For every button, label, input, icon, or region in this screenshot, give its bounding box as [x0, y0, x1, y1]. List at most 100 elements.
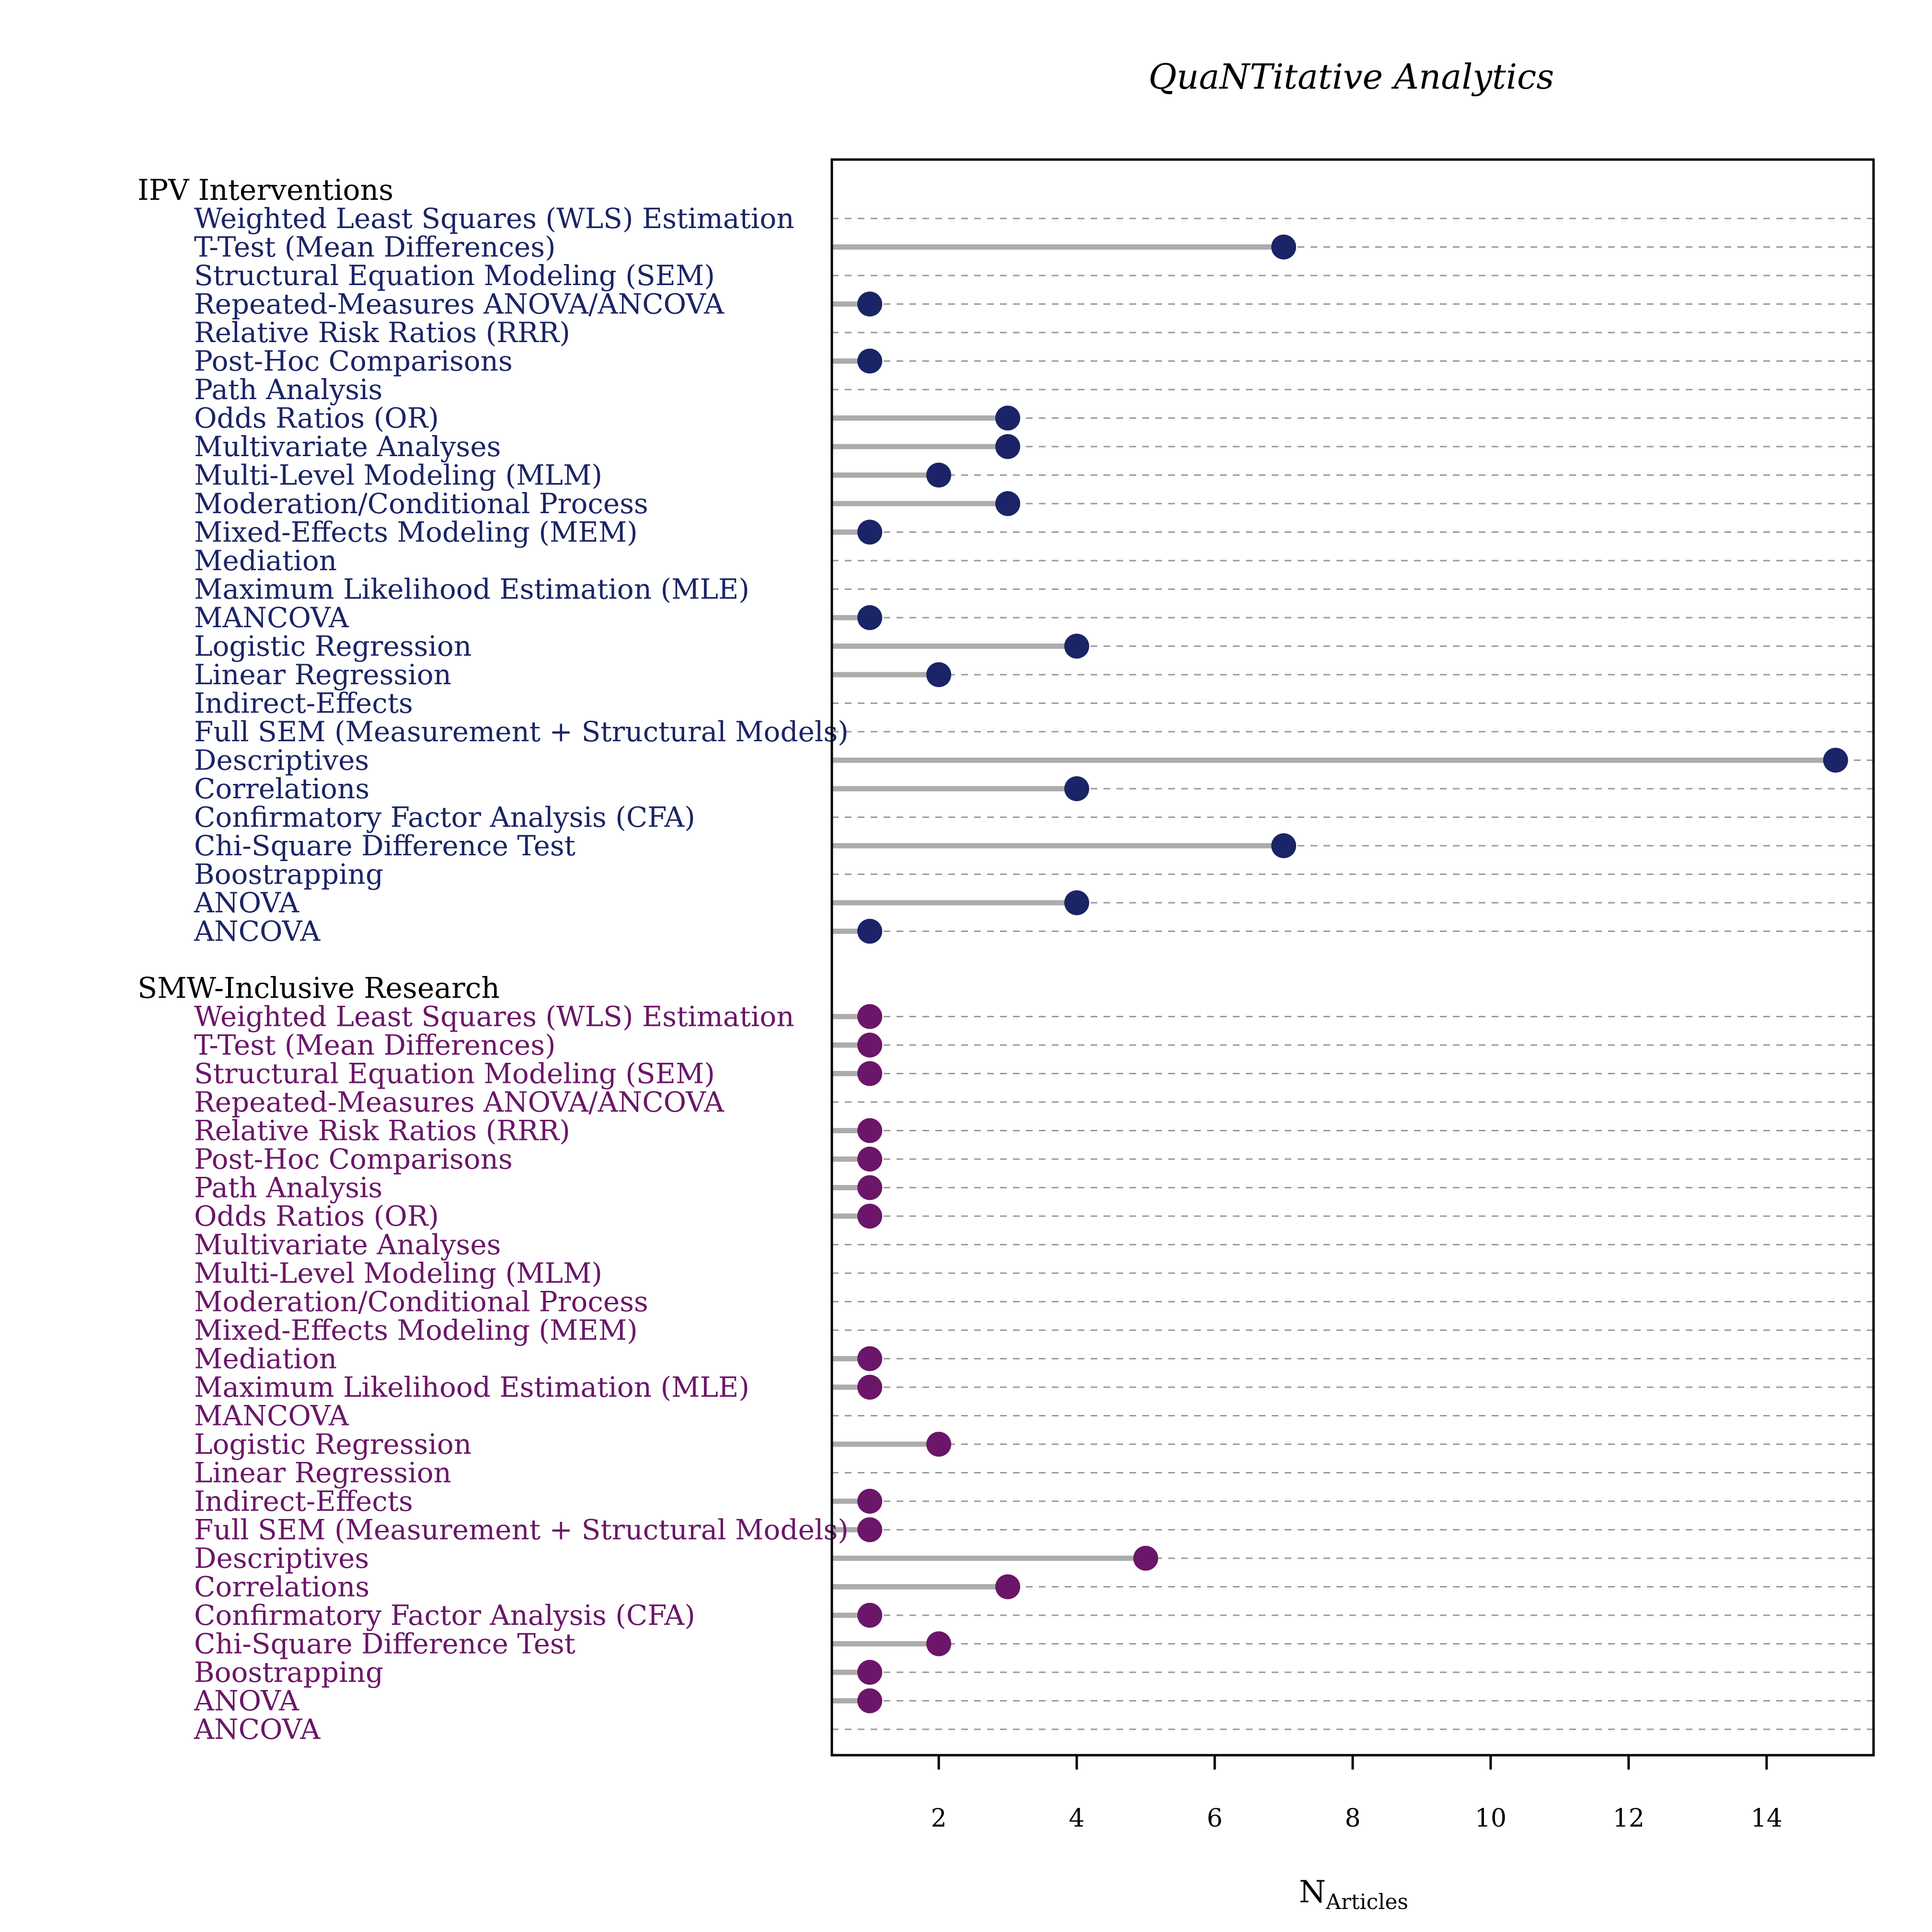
data-point: [857, 605, 883, 630]
x-tick-label: 4: [1069, 1804, 1085, 1833]
data-point: [857, 1061, 883, 1086]
row-label: Multi-Level Modeling (MLM): [194, 459, 602, 492]
row-label: Moderation/Conditional Process: [194, 1286, 648, 1318]
row-label: Structural Equation Modeling (SEM): [194, 259, 715, 292]
data-point: [1271, 234, 1297, 260]
data-point: [857, 291, 883, 317]
data-point: [926, 662, 952, 687]
row-label: Repeated-Measures ANOVA/ANCOVA: [194, 288, 724, 321]
data-point: [926, 1432, 952, 1457]
row-label: Logistic Regression: [194, 1428, 472, 1460]
row-label: Full SEM (Measurement + Structural Model…: [194, 715, 849, 748]
row-label: Post-Hoc Comparisons: [194, 1143, 513, 1175]
x-tick-label: 8: [1345, 1804, 1360, 1833]
chart-title: QuaNTitative Analytics: [1149, 57, 1554, 97]
data-point: [857, 519, 883, 545]
row-label: Structural Equation Modeling (SEM): [194, 1058, 715, 1090]
row-label: Linear Regression: [194, 1457, 451, 1489]
x-axis-label: NArticles: [1299, 1874, 1408, 1914]
row-label: MANCOVA: [194, 1400, 349, 1432]
data-point: [857, 1118, 883, 1143]
row-label: T-Test (Mean Differences): [194, 231, 556, 264]
row-label: ANCOVA: [194, 915, 321, 948]
row-label: Weighted Least Squares (WLS) Estimation: [194, 202, 794, 235]
row-label: Repeated-Measures ANOVA/ANCOVA: [194, 1086, 724, 1118]
data-point: [857, 1204, 883, 1229]
row-label: Odds Ratios (OR): [194, 1200, 439, 1232]
data-point: [995, 434, 1021, 459]
row-label: Indirect-Effects: [194, 1485, 413, 1518]
row-label: Mediation: [194, 1343, 337, 1375]
data-point: [857, 1660, 883, 1685]
row-label: Path Analysis: [194, 373, 382, 406]
row-label: Post-Hoc Comparisons: [194, 345, 513, 378]
data-point: [857, 1489, 883, 1514]
row-label: Full SEM (Measurement + Structural Model…: [194, 1514, 849, 1546]
data-point: [857, 1688, 883, 1714]
data-point: [857, 348, 883, 374]
x-tick-label: 2: [931, 1804, 947, 1833]
gridlines: [832, 218, 1874, 1730]
row-label: Odds Ratios (OR): [194, 402, 439, 435]
data-point: [1823, 748, 1848, 773]
row-label: Moderation/Conditional Process: [194, 487, 648, 520]
row-label: Mixed-Effects Modeling (MEM): [194, 516, 638, 549]
data-point: [995, 1574, 1021, 1599]
data-point: [857, 1175, 883, 1200]
row-label: Correlations: [194, 772, 369, 805]
data-point: [857, 1603, 883, 1628]
row-label: Descriptives: [194, 744, 369, 777]
data-point: [857, 1346, 883, 1371]
row-label: Boostrapping: [194, 858, 383, 891]
row-label: Relative Risk Ratios (RRR): [194, 1115, 570, 1147]
data-point: [1133, 1546, 1159, 1571]
row-label: Confirmatory Factor Analysis (CFA): [194, 801, 695, 834]
row-label: Linear Regression: [194, 658, 451, 691]
row-label: Weighted Least Squares (WLS) Estimation: [194, 1000, 794, 1033]
row-label: T-Test (Mean Differences): [194, 1029, 556, 1061]
data-point: [857, 1004, 883, 1029]
row-label: Multivariate Analyses: [194, 430, 501, 463]
data-point: [995, 405, 1021, 431]
x-axis: 2 4 6 8 10 12 14: [931, 1755, 1782, 1833]
row-label: ANOVA: [194, 1685, 299, 1717]
data-point: [857, 1147, 883, 1172]
row-label: Maximum Likelihood Estimation (MLE): [194, 573, 749, 606]
row-label: Mediation: [194, 544, 337, 577]
data-point: [857, 1375, 883, 1400]
row-label: Path Analysis: [194, 1172, 382, 1204]
row-label: Confirmatory Factor Analysis (CFA): [194, 1599, 695, 1632]
row-label: ANOVA: [194, 886, 299, 919]
row-label: Mixed-Effects Modeling (MEM): [194, 1314, 638, 1346]
x-tick-label: 10: [1475, 1804, 1506, 1833]
row-label: Logistic Regression: [194, 630, 472, 663]
row-label: Boostrapping: [194, 1656, 383, 1689]
row-label: Indirect-Effects: [194, 687, 413, 720]
row-label: Descriptives: [194, 1542, 369, 1575]
data-point: [1064, 633, 1090, 659]
row-label: ANCOVA: [194, 1713, 321, 1746]
group-header: SMW-Inclusive Research: [138, 972, 500, 1005]
group-header: IPV Interventions: [138, 173, 393, 207]
x-axis-label-main: N: [1299, 1874, 1326, 1910]
dots: [857, 234, 1848, 1714]
x-tick-label: 12: [1613, 1804, 1644, 1833]
data-point: [926, 462, 952, 488]
data-point: [1064, 890, 1090, 915]
row-label: Maximum Likelihood Estimation (MLE): [194, 1371, 749, 1403]
data-point: [857, 1517, 883, 1542]
row-label: Chi-Square Difference Test: [194, 1628, 575, 1660]
plot-frame: [830, 158, 1875, 1757]
row-label: Chi-Square Difference Test: [194, 829, 575, 862]
row-label: MANCOVA: [194, 601, 349, 634]
data-point: [926, 1631, 952, 1656]
row-label: Relative Risk Ratios (RRR): [194, 316, 570, 349]
x-axis-label-subscript: Articles: [1325, 1890, 1408, 1914]
row-label: Multi-Level Modeling (MLM): [194, 1257, 602, 1289]
data-point: [1064, 776, 1090, 801]
x-tick-label: 14: [1751, 1804, 1782, 1833]
row-label: Correlations: [194, 1571, 369, 1603]
stems: [832, 244, 1836, 1703]
